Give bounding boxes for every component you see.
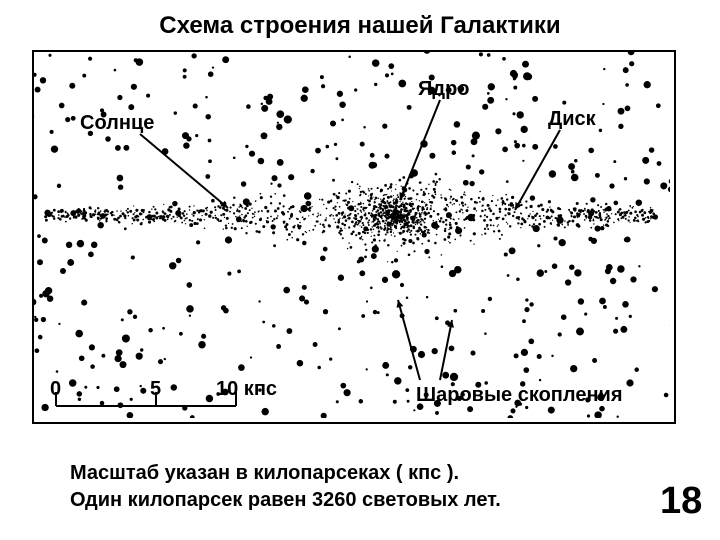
galaxy-diagram: [0, 0, 720, 540]
scale-tick-0: 0: [50, 378, 61, 401]
caption-line1: Масштаб указан в килопарсеках ( кпс ).: [70, 462, 459, 484]
label-disk: Диск: [548, 108, 596, 131]
label-core: Ядро: [418, 78, 470, 101]
caption: Масштаб указан в килопарсеках ( кпс ). О…: [70, 460, 501, 514]
scale-tick-1: 5: [150, 378, 161, 401]
page-number: 18: [660, 480, 702, 523]
scale-tick-2: 10 кпс: [216, 378, 277, 401]
label-globular: Шаровые скопления: [416, 384, 622, 407]
caption-line2: Один килопарсек равен 3260 световых лет.: [70, 489, 501, 511]
label-sun: Солнце: [80, 112, 154, 135]
